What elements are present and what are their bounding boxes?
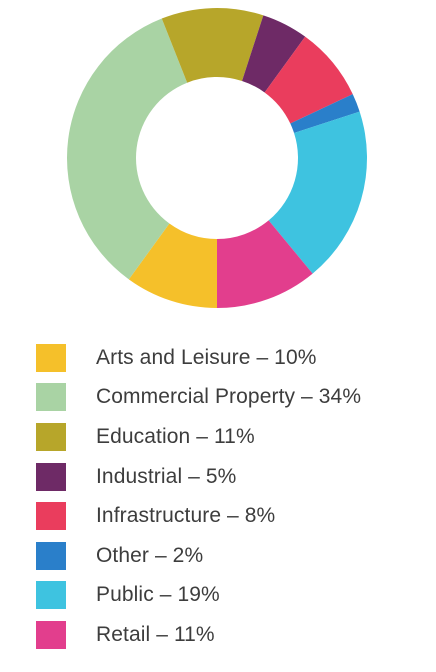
legend-item-commercial-property: Commercial Property – 34% (36, 378, 428, 418)
slice-infrastructure (264, 36, 353, 124)
slice-industrial (242, 15, 306, 93)
slice-retail (217, 220, 313, 308)
legend-label: Arts and Leisure – 10% (96, 345, 317, 369)
legend-swatch (36, 462, 66, 491)
legend-swatch (36, 541, 66, 570)
legend-label: Infrastructure – 8% (96, 504, 276, 528)
legend-item-infrastructure: Infrastructure – 8% (36, 496, 428, 536)
legend-item-public: Public – 19% (36, 576, 428, 616)
slice-other (290, 94, 360, 133)
legend-item-other: Other – 2% (36, 536, 428, 576)
legend-label: Public – 19% (96, 583, 220, 607)
legend-item-education: Education – 11% (36, 417, 428, 457)
slice-commercial-property (67, 18, 188, 280)
legend-item-industrial: Industrial – 5% (36, 457, 428, 497)
legend-label: Retail – 11% (96, 622, 215, 646)
slice-education (161, 7, 264, 83)
legend-swatch (36, 343, 66, 372)
slice-public (268, 111, 368, 274)
legend-item-arts-and-leisure: Arts and Leisure – 10% (36, 338, 428, 378)
slice-arts-and-leisure (128, 223, 217, 308)
legend-label: Education – 11% (96, 424, 255, 448)
legend-label: Other – 2% (96, 543, 204, 567)
legend-swatch (36, 502, 66, 531)
legend-item-retail: Retail – 11% (36, 615, 428, 655)
legend-swatch (36, 620, 66, 649)
donut-chart (0, 0, 436, 330)
legend: Arts and Leisure – 10% Commercial Proper… (36, 338, 428, 655)
legend-swatch (36, 581, 66, 610)
donut-svg (67, 7, 368, 308)
legend-swatch (36, 383, 66, 412)
legend-swatch (36, 422, 66, 451)
legend-label: Commercial Property – 34% (96, 385, 362, 409)
legend-label: Industrial – 5% (96, 464, 237, 488)
